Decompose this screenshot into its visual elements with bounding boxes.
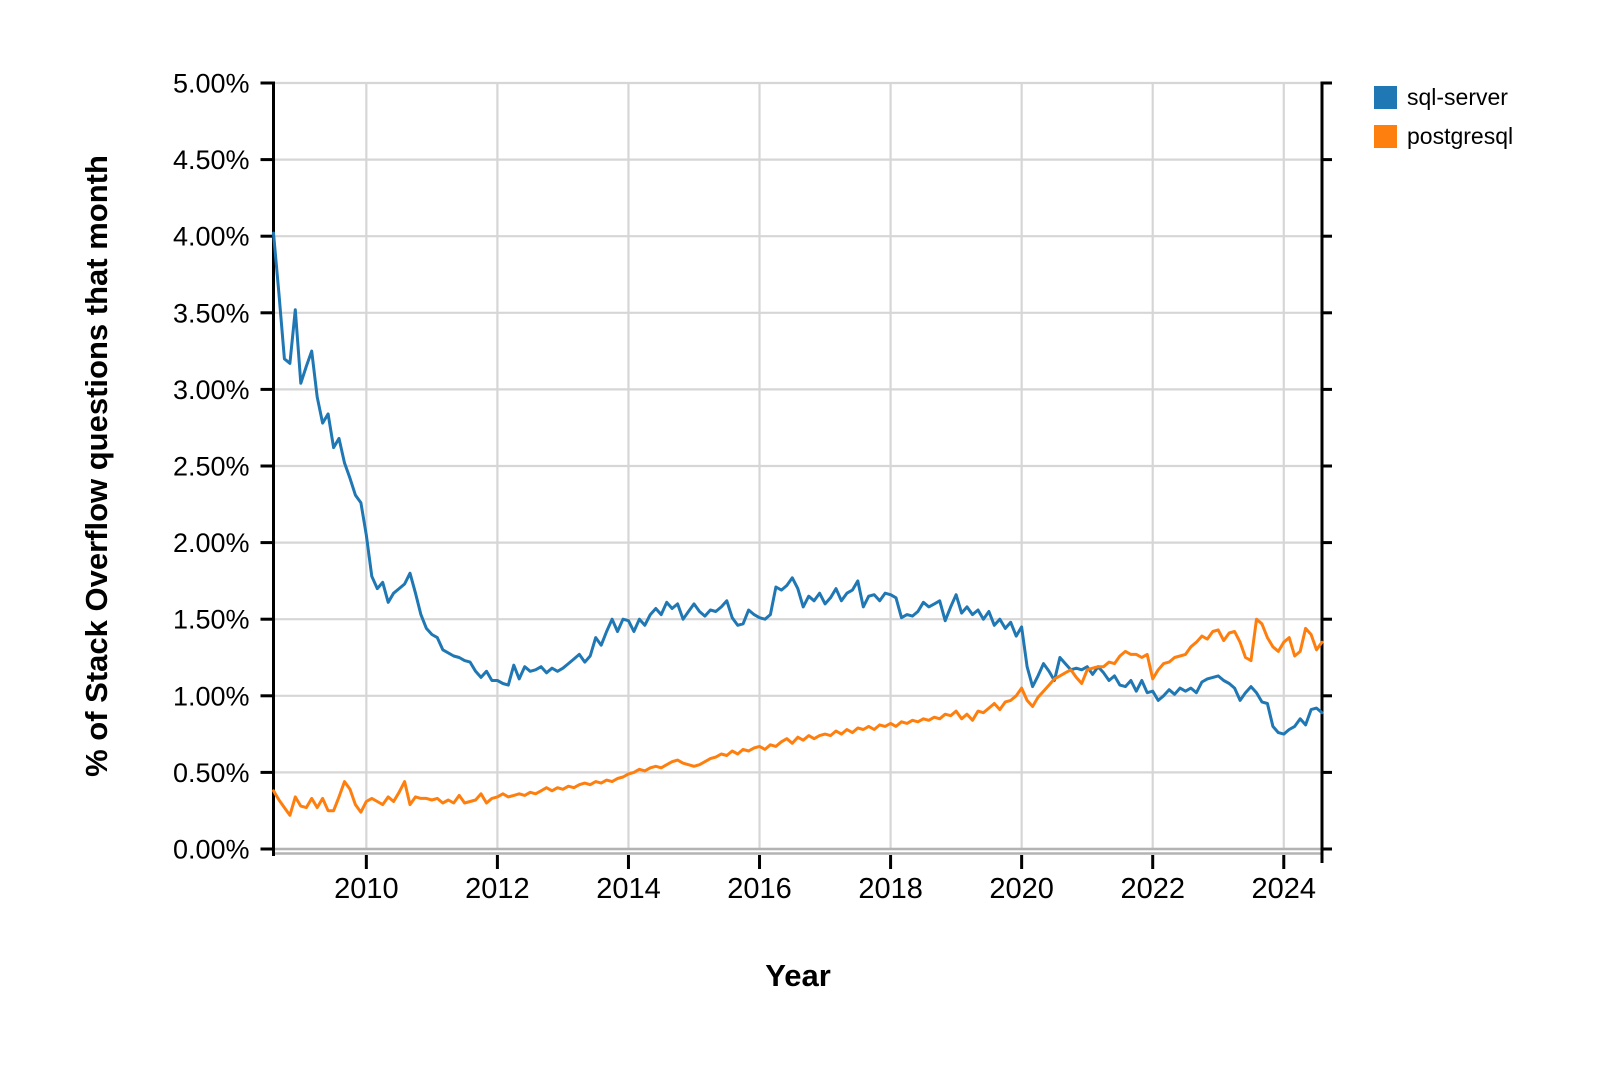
x-tick-label: 2020 — [989, 873, 1054, 905]
y-tick-label: 2.50% — [173, 452, 250, 482]
y-tick-label: 2.00% — [173, 528, 250, 558]
y-tick-label: 4.00% — [173, 222, 250, 252]
x-tick-label: 2018 — [858, 873, 923, 905]
x-tick-label: 2012 — [465, 873, 530, 905]
postgresql-line — [272, 617, 1324, 817]
x-tick-label: 2010 — [334, 873, 399, 905]
y-tick-label: 3.50% — [173, 298, 250, 328]
y-tick-label: 4.50% — [173, 145, 250, 175]
y-tick-label: 1.50% — [173, 605, 250, 635]
x-axis-title: Year — [765, 958, 831, 993]
sql-server-line — [272, 231, 1324, 736]
x-tick-label: 2016 — [727, 873, 792, 905]
y-axis-title: % of Stack Overflow questions that month — [79, 155, 114, 777]
legend-item-sql-server: sql-server — [1374, 84, 1513, 111]
y-tick-label: 1.00% — [173, 681, 250, 711]
x-tick-label: 2014 — [596, 873, 661, 905]
y-tick-label: 3.00% — [173, 375, 250, 405]
x-tick-label: 2022 — [1120, 873, 1185, 905]
sql-server-swatch-icon — [1374, 86, 1397, 109]
y-tick-label: 5.00% — [173, 69, 250, 99]
y-tick-label: 0.50% — [173, 758, 250, 788]
x-tick-label: 2024 — [1252, 873, 1317, 905]
legend: sql-server postgresql — [1374, 84, 1513, 162]
y-tick-label: 0.00% — [173, 835, 250, 865]
legend-label-postgresql: postgresql — [1407, 123, 1514, 149]
postgresql-swatch-icon — [1374, 125, 1397, 148]
legend-label-sql-server: sql-server — [1407, 84, 1508, 110]
legend-item-postgresql: postgresql — [1374, 123, 1513, 150]
